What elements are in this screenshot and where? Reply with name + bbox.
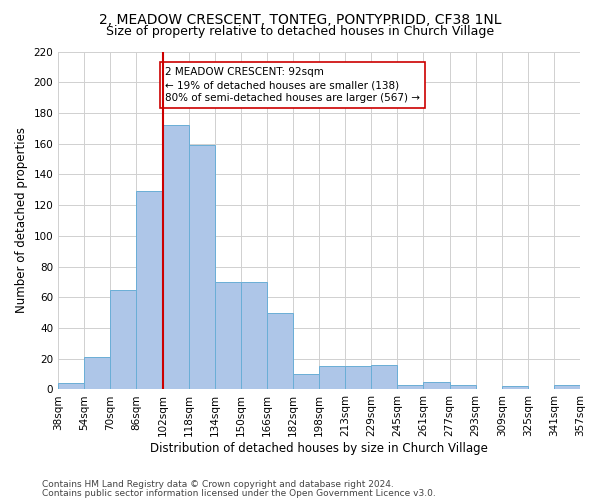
Text: 2, MEADOW CRESCENT, TONTEG, PONTYPRIDD, CF38 1NL: 2, MEADOW CRESCENT, TONTEG, PONTYPRIDD, … [99,12,501,26]
Bar [502,386,528,390]
Bar [449,385,476,390]
Bar [554,385,580,390]
Bar [136,192,163,390]
Bar [163,125,188,390]
Text: Contains public sector information licensed under the Open Government Licence v3: Contains public sector information licen… [42,490,436,498]
Bar [424,382,449,390]
Bar [371,365,397,390]
Bar [188,145,215,390]
Bar [241,282,267,390]
Text: 2 MEADOW CRESCENT: 92sqm
← 19% of detached houses are smaller (138)
80% of semi-: 2 MEADOW CRESCENT: 92sqm ← 19% of detach… [165,67,420,104]
Bar [215,282,241,390]
Bar [267,312,293,390]
X-axis label: Distribution of detached houses by size in Church Village: Distribution of detached houses by size … [150,442,488,455]
Bar [397,385,424,390]
Bar [345,366,371,390]
Bar [319,366,345,390]
Bar [293,374,319,390]
Text: Contains HM Land Registry data © Crown copyright and database right 2024.: Contains HM Land Registry data © Crown c… [42,480,394,489]
Text: Size of property relative to detached houses in Church Village: Size of property relative to detached ho… [106,25,494,38]
Bar [84,357,110,390]
Bar [110,290,136,390]
Bar [58,384,84,390]
Y-axis label: Number of detached properties: Number of detached properties [15,128,28,314]
